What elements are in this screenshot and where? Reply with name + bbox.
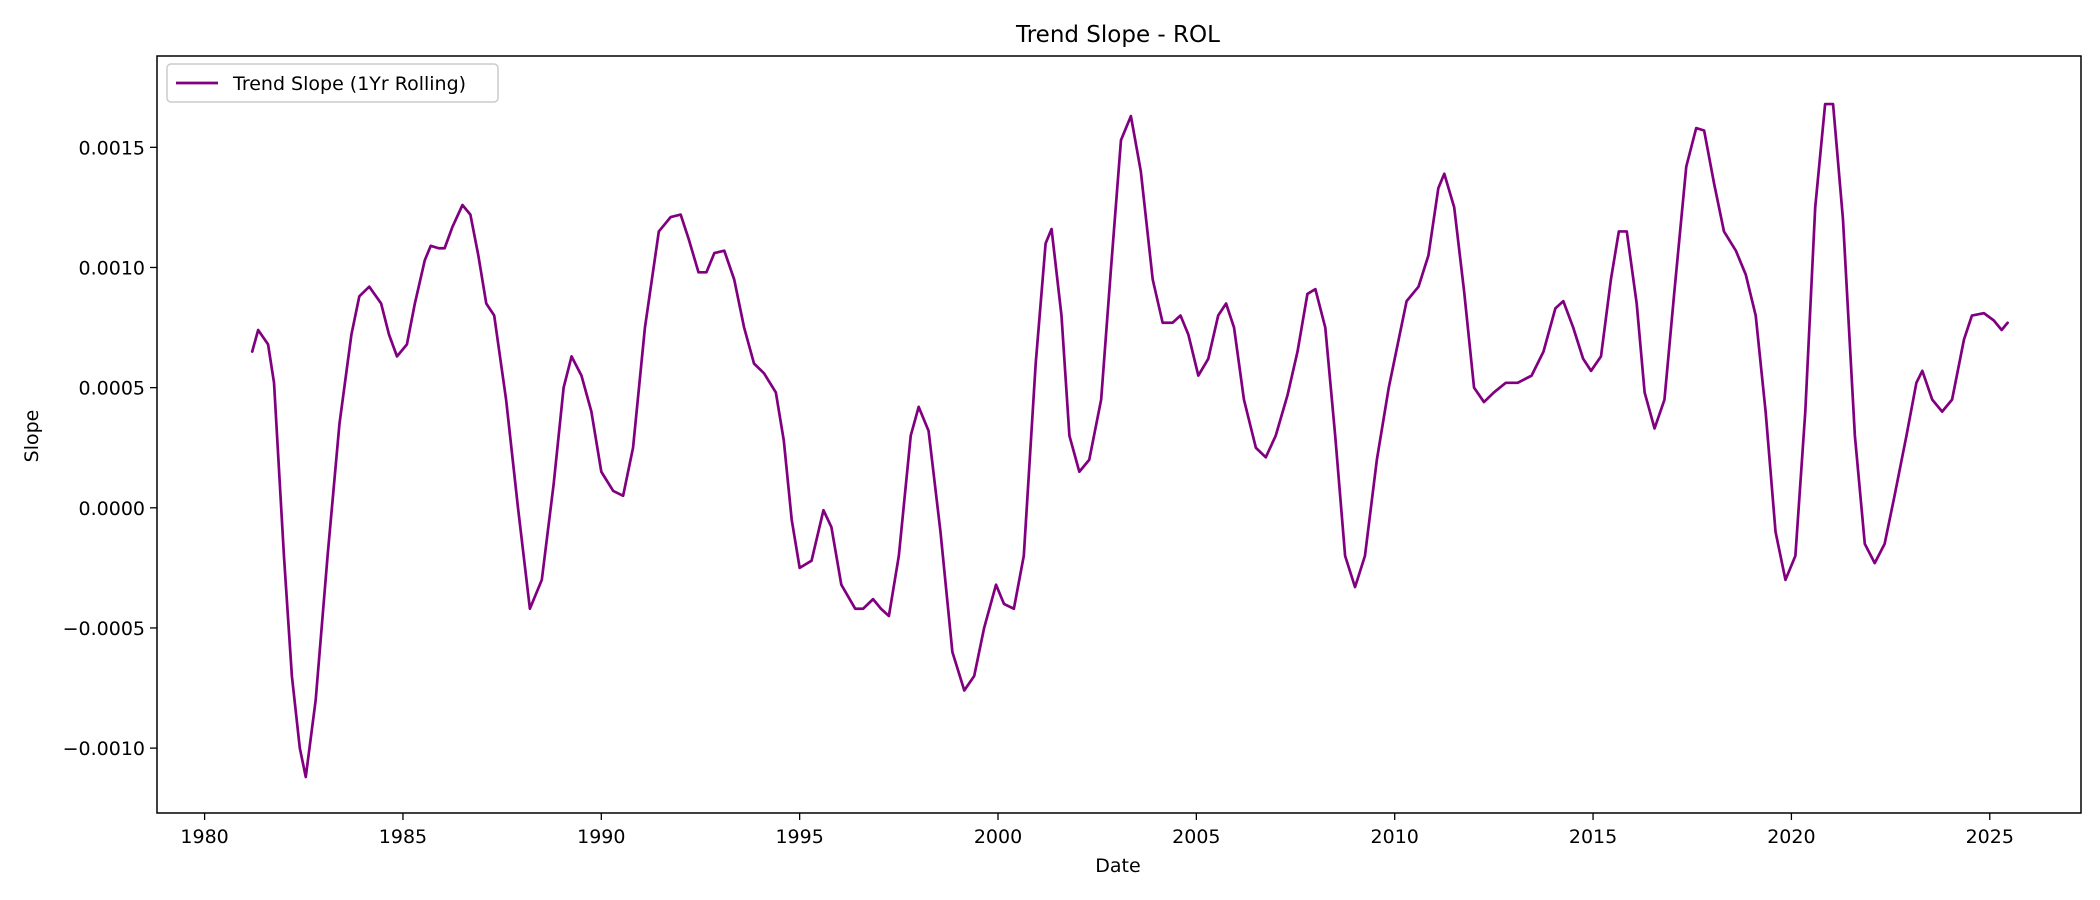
x-tick-label: 2005 (1172, 826, 1220, 848)
x-tick-label: 1985 (379, 826, 427, 848)
x-tick-label: 2025 (1966, 826, 2014, 848)
y-tick-label: −0.0010 (63, 738, 145, 760)
plot-area (156, 55, 2082, 814)
x-axis: 1980 1985 1990 1995 2000 2005 2010 2015 2020 2025 (180, 813, 2014, 848)
x-tick-label: 1995 (775, 826, 823, 848)
legend: Trend Slope (1Yr Rolling) (166, 63, 499, 103)
x-tick-label: 2010 (1371, 826, 1419, 848)
series-line-trend-slope (250, 102, 2009, 779)
x-tick-label: 1980 (180, 826, 228, 848)
x-tick-label: 2015 (1569, 826, 1617, 848)
y-axis: −0.0010 −0.0005 0.0000 0.0005 0.0010 0.0015 (63, 137, 157, 760)
y-tick-label: 0.0015 (79, 137, 145, 159)
y-axis-label: Slope (21, 410, 43, 463)
legend-box (166, 63, 499, 103)
x-axis-label: Date (1095, 855, 1140, 877)
x-tick-label: 1990 (577, 826, 625, 848)
axes-frame (156, 55, 2082, 814)
chart-title: Trend Slope - ROL (1015, 22, 1220, 48)
legend-label: Trend Slope (1Yr Rolling) (232, 73, 466, 95)
y-tick-label: 0.0005 (79, 378, 145, 400)
y-tick-label: −0.0005 (63, 618, 145, 640)
y-tick-label: 0.0000 (79, 498, 145, 520)
x-tick-label: 2020 (1767, 826, 1815, 848)
y-tick-label: 0.0010 (79, 257, 145, 279)
x-tick-label: 2000 (974, 826, 1022, 848)
